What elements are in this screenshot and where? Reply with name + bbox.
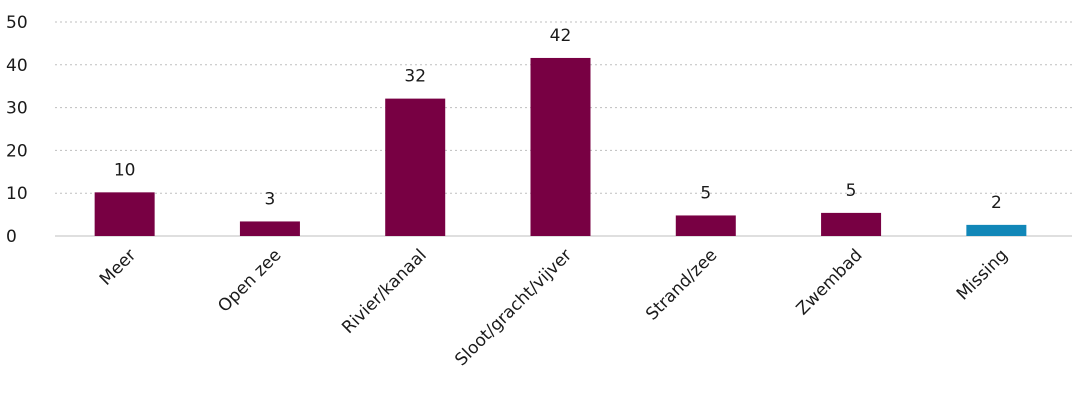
- data-label: 42: [550, 26, 572, 46]
- data-label: 2: [991, 193, 1002, 213]
- category-label: Zwembad: [793, 245, 867, 319]
- bar: [530, 57, 591, 237]
- category-label: Open zee: [214, 245, 285, 316]
- data-label: 3: [265, 189, 276, 209]
- y-tick-label: 30: [6, 99, 28, 119]
- data-label: 10: [114, 160, 136, 180]
- data-labels: 10 3 32 42 5 5 2: [114, 26, 1002, 213]
- data-label: 5: [700, 183, 711, 203]
- category-label: Strand/zee: [642, 245, 721, 324]
- data-label: 32: [404, 67, 426, 87]
- bar: [966, 224, 1027, 236]
- bar: [675, 215, 736, 236]
- y-tick-label: 40: [6, 56, 28, 76]
- y-axis-tick-labels: 0 10 20 30 40 50: [6, 13, 28, 247]
- y-tick-label: 20: [6, 141, 28, 161]
- bar: [821, 212, 882, 236]
- bar: [94, 192, 155, 236]
- bar: [385, 98, 446, 236]
- y-tick-label: 0: [6, 227, 17, 247]
- category-label: Rivier/kanaal: [338, 245, 430, 337]
- y-tick-label: 10: [6, 184, 28, 204]
- x-axis-category-labels: Meer Open zee Rivier/kanaal Sloot/gracht/vi…: [96, 245, 1012, 370]
- data-label: 5: [846, 181, 857, 201]
- category-label: Sloot/gracht/vijver: [451, 245, 576, 370]
- bar: [239, 221, 300, 236]
- category-label: Missing: [953, 245, 1012, 304]
- bars: [94, 57, 1027, 237]
- y-tick-label: 50: [6, 13, 28, 33]
- category-label: Meer: [96, 245, 140, 289]
